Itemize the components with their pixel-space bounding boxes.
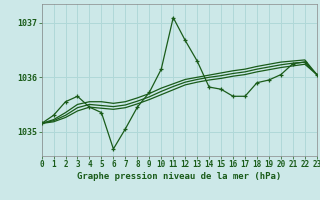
X-axis label: Graphe pression niveau de la mer (hPa): Graphe pression niveau de la mer (hPa) xyxy=(77,172,281,181)
